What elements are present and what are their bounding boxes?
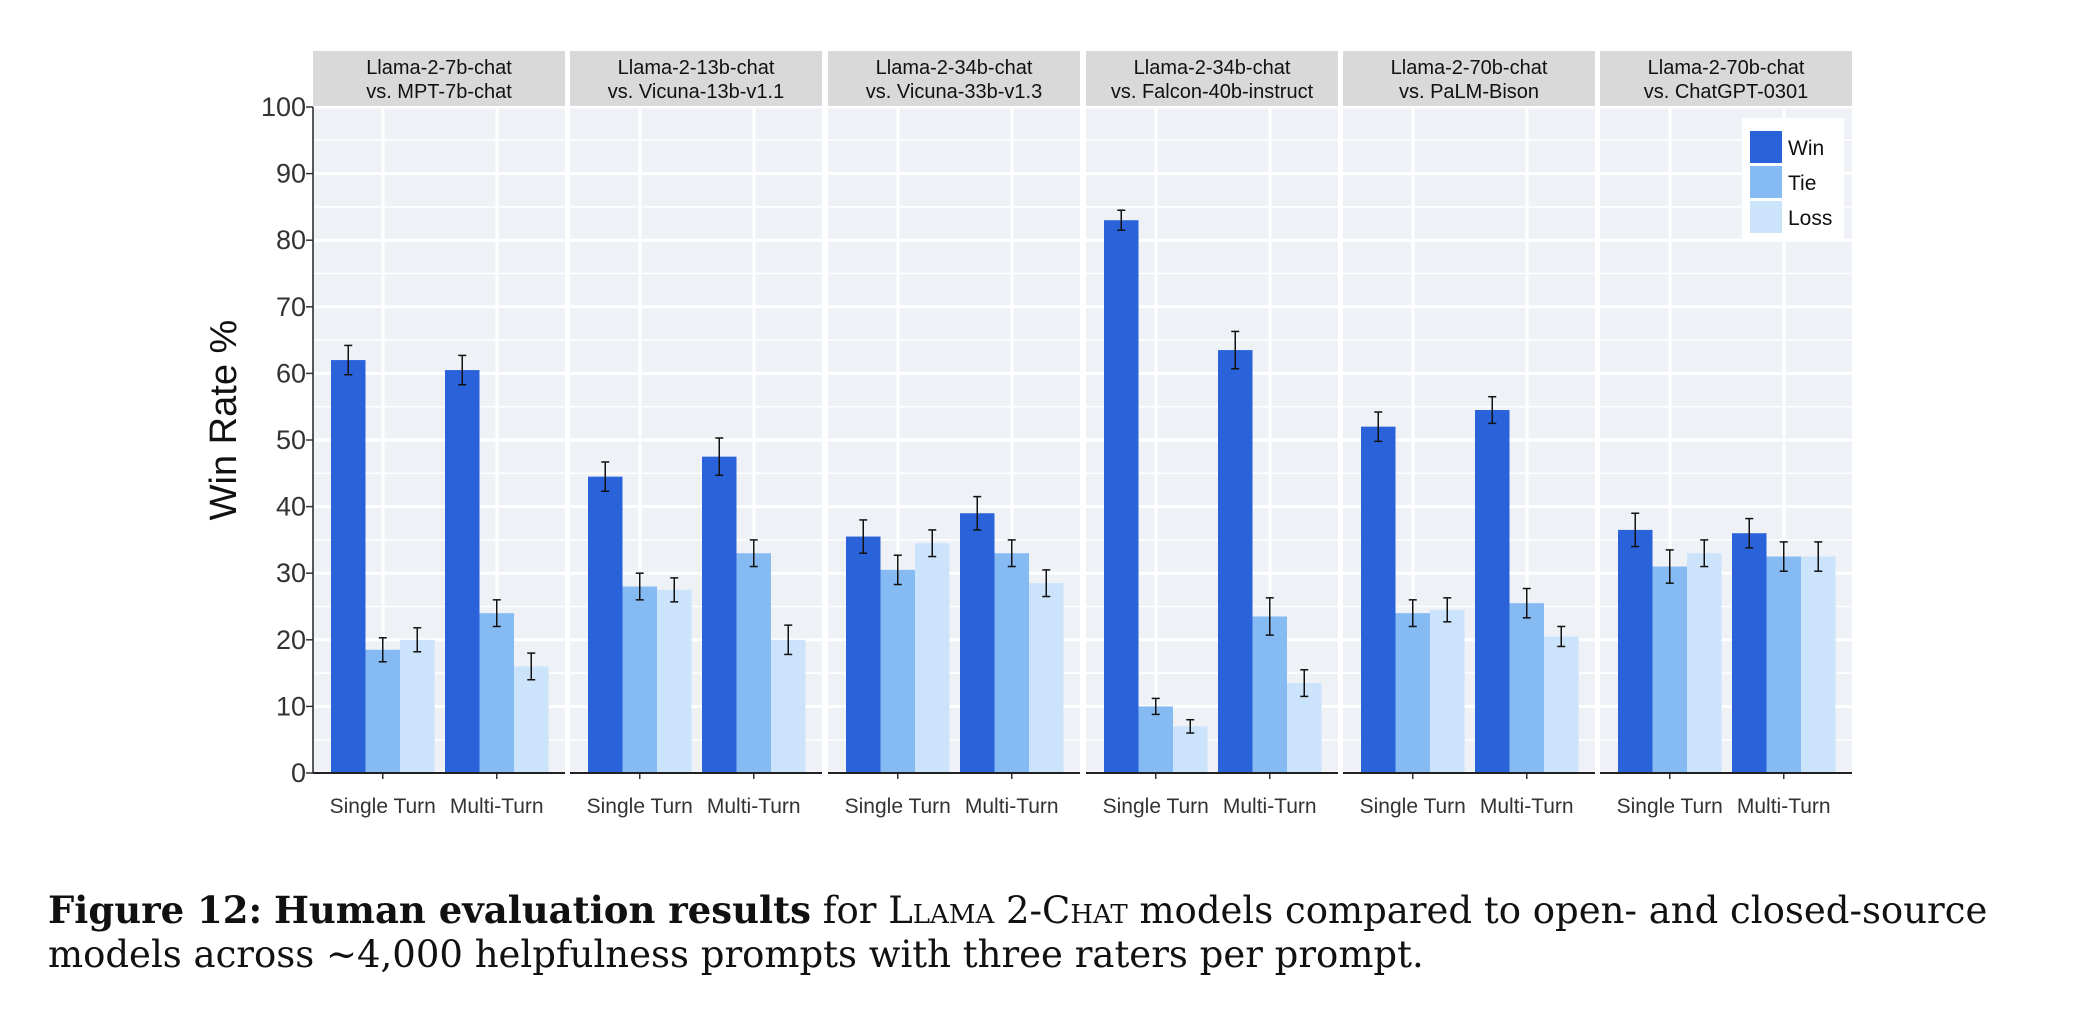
x-tick-label: Single Turn [1103, 795, 1209, 818]
panel-strip [570, 51, 822, 106]
y-tick-label: 80 [276, 225, 306, 255]
bar-tie [1652, 566, 1687, 773]
bar-loss [1287, 683, 1322, 773]
bar-win [445, 370, 480, 773]
x-tick-label: Single Turn [1360, 795, 1466, 818]
caption-text-before-name: for [822, 889, 877, 932]
bar-win [331, 360, 366, 773]
bar-loss [1687, 553, 1722, 773]
caption-bold-text: Human evaluation results [273, 888, 811, 932]
bar-loss [915, 543, 950, 773]
bar-loss [771, 639, 806, 773]
panel-title-line1: Llama-2-34b-chat [1134, 57, 1291, 79]
panel-title-line1: Llama-2-13b-chat [618, 57, 775, 79]
bar-loss [1029, 583, 1064, 773]
bar-tie [880, 569, 915, 773]
bar-loss [400, 639, 435, 773]
x-tick-label: Multi-Turn [1223, 795, 1317, 818]
y-tick-label: 30 [276, 558, 306, 588]
panel-title-line1: Llama-2-70b-chat [1648, 57, 1805, 79]
y-tick-label: 20 [276, 625, 306, 655]
y-tick-label: 10 [276, 691, 306, 721]
bar-tie [736, 553, 771, 773]
bar-tie [1138, 706, 1173, 773]
bar-loss [514, 666, 549, 773]
legend-label-win: Win [1788, 137, 1824, 160]
panel-title-line2: vs. MPT-7b-chat [366, 81, 512, 103]
x-tick-label: Multi-Turn [965, 795, 1059, 818]
bar-tie [1395, 613, 1430, 773]
y-tick-label: 70 [276, 292, 306, 322]
bar-win [702, 456, 737, 773]
bar-loss [1801, 556, 1836, 773]
panel-title-line2: vs. ChatGPT-0301 [1644, 81, 1809, 103]
panel-title-line1: Llama-2-7b-chat [366, 57, 512, 79]
y-tick-label: 60 [276, 358, 306, 388]
panel-title-line2: vs. Falcon-40b-instruct [1111, 81, 1314, 103]
y-axis-label: Win Rate % [203, 320, 245, 521]
y-tick-label: 50 [276, 425, 306, 455]
panel-title-line1: Llama-2-70b-chat [1391, 57, 1548, 79]
panel-strip [313, 51, 565, 106]
panel-strip [1343, 51, 1595, 106]
bar-win [1361, 426, 1396, 773]
legend-label-tie: Tie [1788, 172, 1816, 195]
bar-win [1218, 350, 1253, 773]
bar-tie [479, 613, 514, 773]
bar-win [588, 476, 623, 773]
bar-win [1618, 529, 1653, 773]
caption-text-after-name: models compared to open- and closed-sour… [48, 889, 1988, 976]
panel-title-line1: Llama-2-34b-chat [876, 57, 1033, 79]
panel-strip [1600, 51, 1852, 106]
bar-win [846, 536, 881, 773]
bar-win [960, 513, 995, 773]
y-tick-label: 100 [261, 92, 306, 122]
bar-tie [365, 649, 400, 773]
bar-win [1475, 410, 1510, 773]
legend-label-loss: Loss [1788, 207, 1832, 230]
bar-tie [994, 553, 1029, 773]
bar-loss [1173, 726, 1208, 773]
y-tick-label: 90 [276, 159, 306, 189]
legend-key-loss [1750, 201, 1782, 233]
bar-tie [1509, 603, 1544, 773]
bar-tie [1252, 616, 1287, 773]
x-tick-label: Multi-Turn [450, 795, 544, 818]
legend-key-win [1750, 131, 1782, 163]
bar-loss [1544, 636, 1579, 773]
caption-model-name: Llama 2-Chat [888, 889, 1128, 932]
y-tick-label: 40 [276, 492, 306, 522]
panel-strip [1086, 51, 1338, 106]
x-tick-label: Multi-Turn [1480, 795, 1574, 818]
x-tick-label: Single Turn [587, 795, 693, 818]
x-tick-label: Multi-Turn [1737, 795, 1831, 818]
legend-key-tie [1750, 166, 1782, 198]
bar-tie [1766, 556, 1801, 773]
figure-caption: Figure 12: Human evaluation results for … [48, 888, 2038, 977]
bar-loss [657, 589, 692, 773]
bar-win [1104, 220, 1139, 774]
panel-title-line2: vs. Vicuna-13b-v1.1 [608, 81, 784, 103]
caption-label: Figure 12: [48, 888, 263, 932]
bar-loss [1430, 609, 1465, 773]
chart: Win Rate % 0 10 20 30 40 50 60 70 80 90 100 Llama-2-… [203, 51, 1852, 818]
y-tick-label: 0 [291, 758, 306, 788]
panel-strip [828, 51, 1080, 106]
panel-title-line2: vs. PaLM-Bison [1399, 81, 1539, 103]
bar-tie [622, 586, 657, 773]
panel-title-line2: vs. Vicuna-33b-v1.3 [866, 81, 1042, 103]
bar-win [1732, 533, 1767, 773]
x-tick-label: Multi-Turn [707, 795, 801, 818]
x-tick-label: Single Turn [330, 795, 436, 818]
x-tick-label: Single Turn [1617, 795, 1723, 818]
x-tick-label: Single Turn [845, 795, 951, 818]
